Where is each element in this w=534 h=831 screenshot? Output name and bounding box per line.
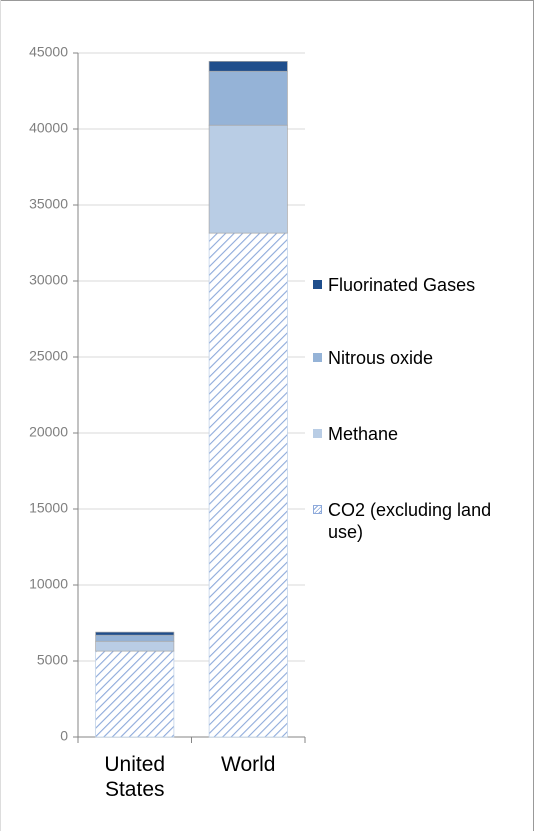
legend-swatch [313,429,322,438]
y-tick-label: 40000 [29,120,68,136]
legend-item: CO2 (excluding land use) [313,499,528,543]
y-tick-label: 15000 [29,500,68,516]
y-tick-label: 25000 [29,348,68,364]
bar-segment [95,631,175,636]
y-tick-label: 20000 [29,424,68,440]
legend-item: Fluorinated Gases [313,274,528,296]
legend-label: Nitrous oxide [328,348,434,368]
y-tick-label: 10000 [29,576,68,592]
bar-segment [208,124,288,234]
x-tick-label: United States [104,753,166,801]
legend-label: Methane [328,424,399,444]
bar-segment [95,634,175,642]
bar-segment [95,650,175,738]
y-tick-label: 35000 [29,196,68,212]
bar-segment [208,70,288,126]
y-tick-label: 45000 [29,44,68,60]
bar-segment [95,640,175,652]
y-tick-label: 30000 [29,272,68,288]
legend-label: CO2 (excluding land use) [328,500,492,542]
x-tick-label: World [221,753,276,776]
legend-label: Fluorinated Gases [328,275,476,295]
bar-segment [208,232,288,738]
legend-swatch [313,280,322,289]
y-tick-label: 5000 [37,652,68,668]
y-tick-label: 0 [60,728,68,744]
legend-swatch [313,505,322,514]
legend-item: Nitrous oxide [313,347,528,369]
legend-item: Methane [313,423,528,445]
bar-segment [208,61,288,72]
legend-swatch [313,353,322,362]
